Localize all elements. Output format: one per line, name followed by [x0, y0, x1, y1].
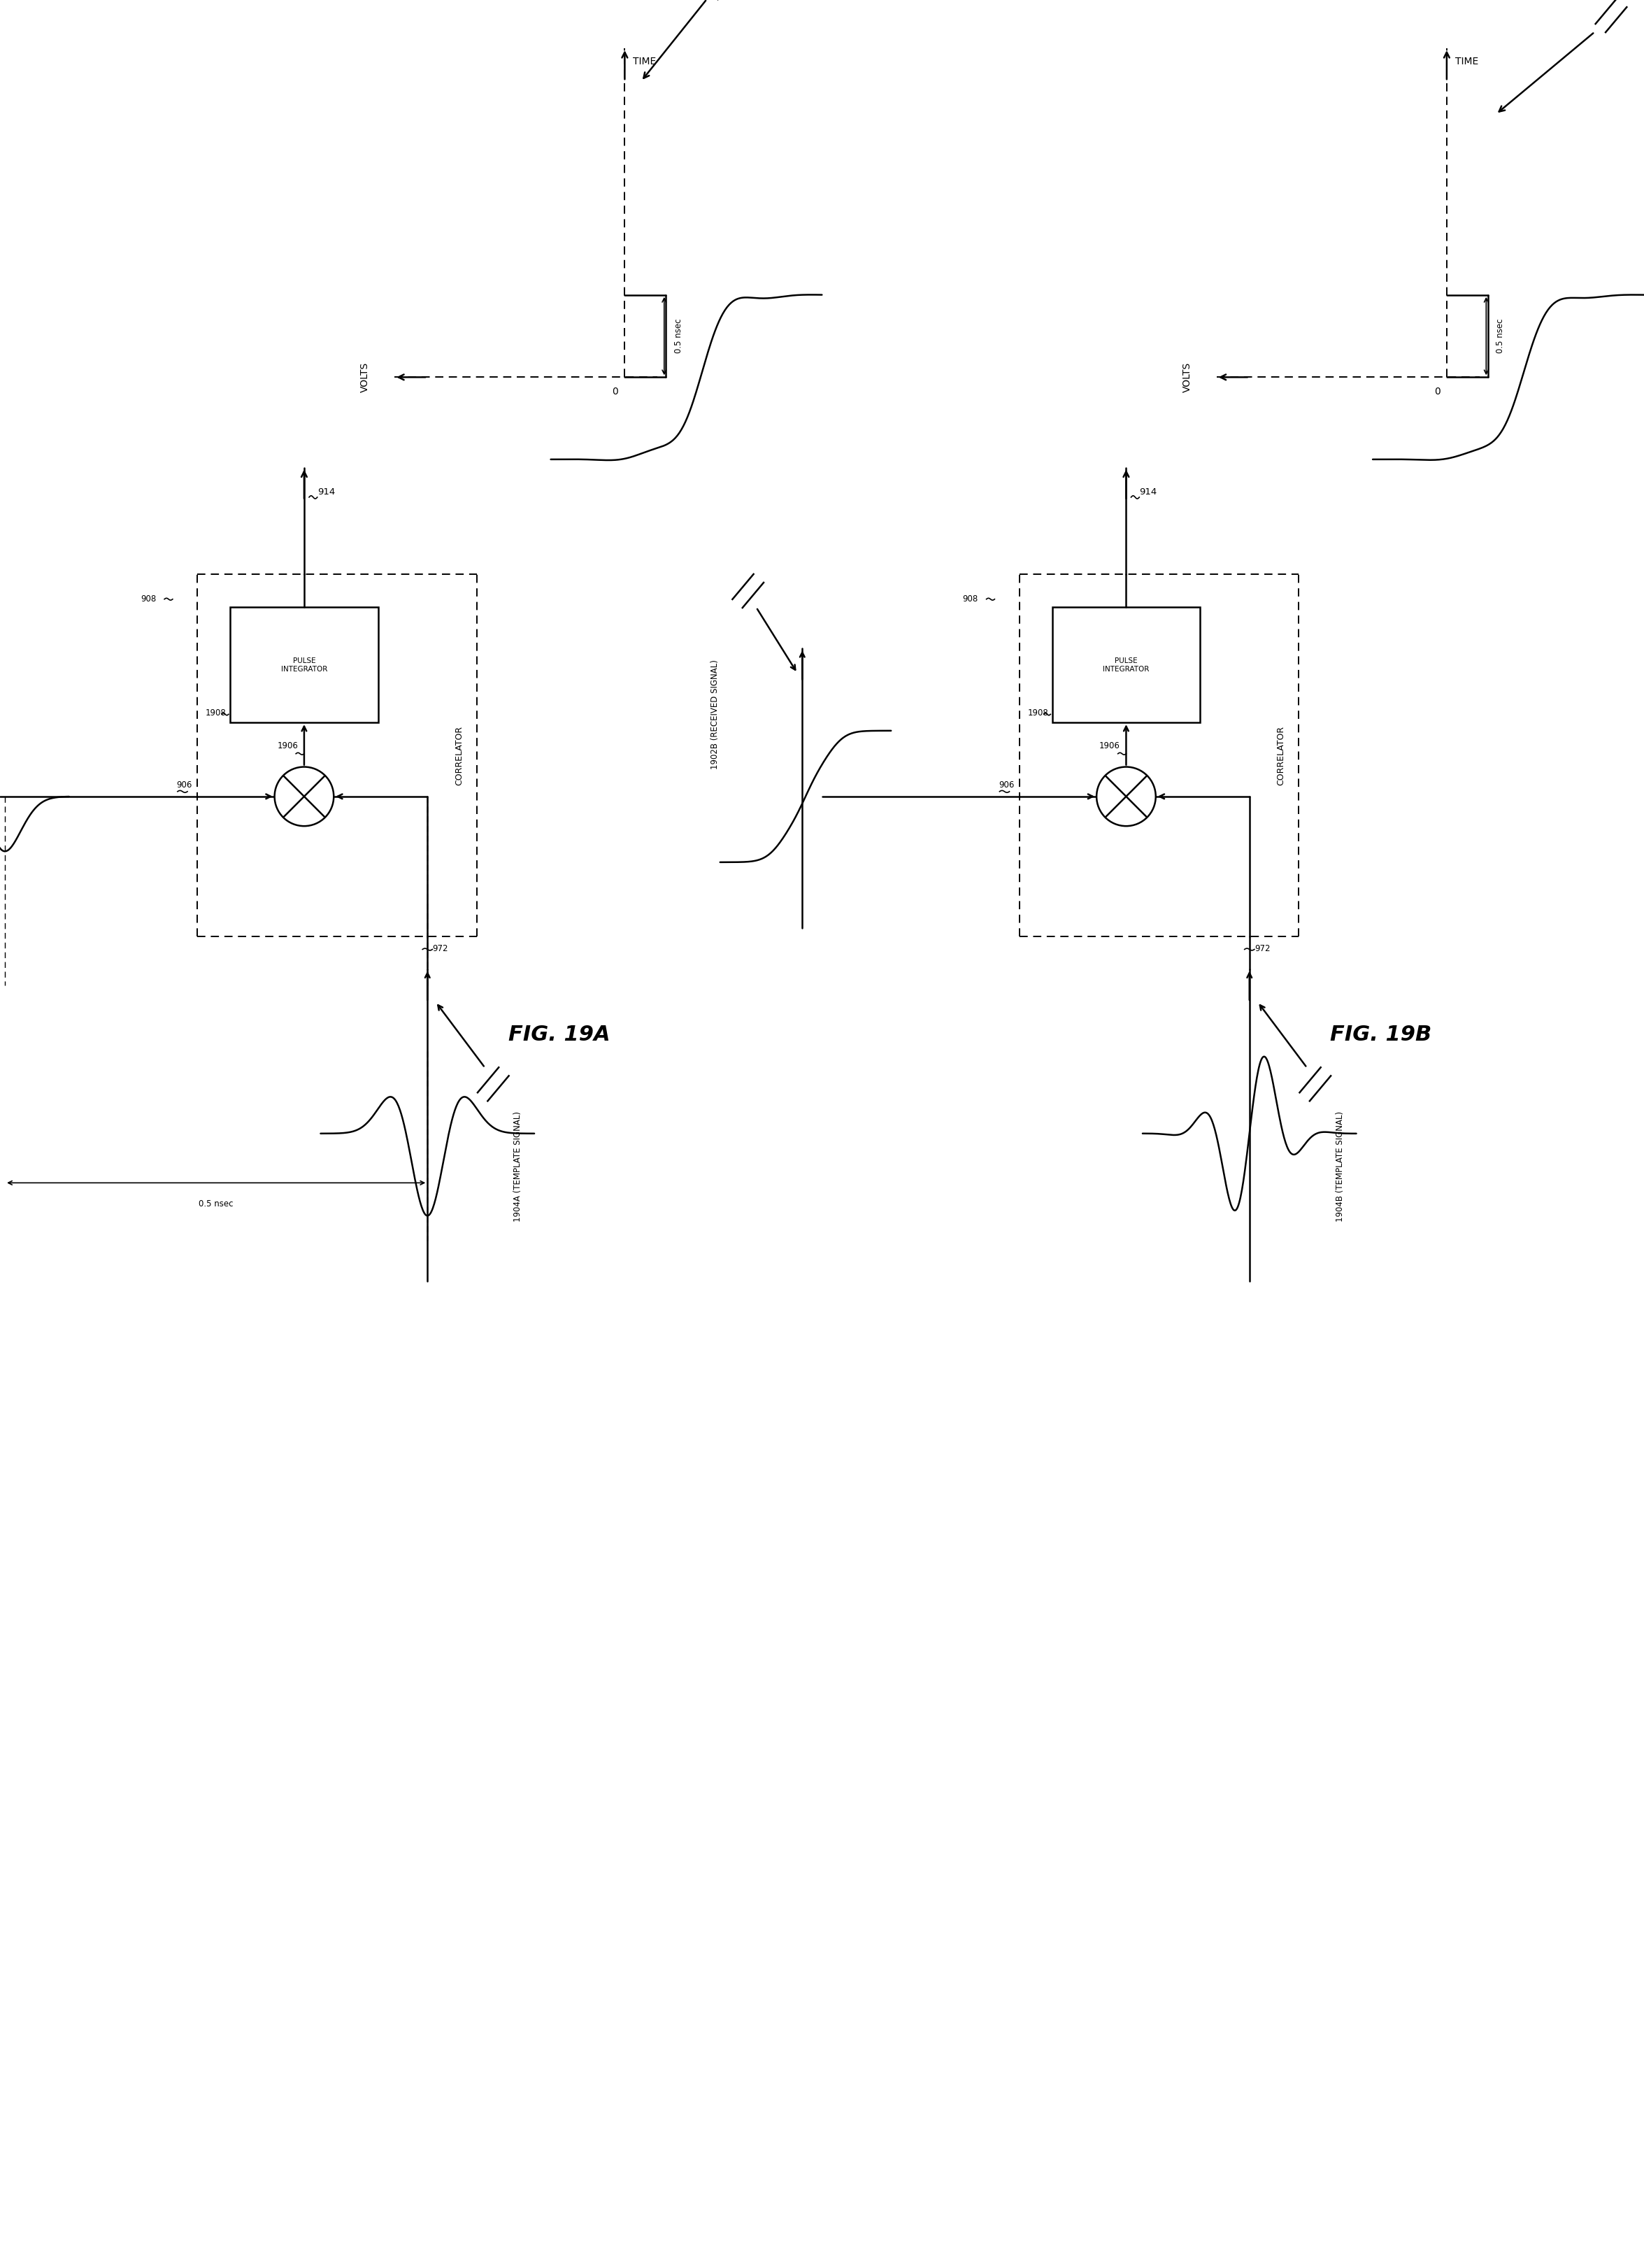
Bar [230, 608, 378, 723]
Circle shape [1097, 767, 1156, 826]
Text: 908: 908 [963, 594, 978, 603]
Text: 0.5 nsec: 0.5 nsec [674, 320, 684, 354]
Text: 0: 0 [1434, 388, 1440, 397]
Text: CORRELATOR: CORRELATOR [1276, 726, 1286, 785]
Text: 906: 906 [176, 780, 192, 789]
Text: TIME: TIME [1455, 57, 1478, 66]
Text: 0.5 nsec: 0.5 nsec [199, 1200, 233, 1209]
Text: 972: 972 [1254, 943, 1271, 953]
Text: 906: 906 [998, 780, 1014, 789]
Text: 1902B (RECEIVED SIGNAL): 1902B (RECEIVED SIGNAL) [710, 660, 720, 769]
Text: 1904A (TEMPLATE SIGNAL): 1904A (TEMPLATE SIGNAL) [513, 1111, 523, 1222]
Text: 1904B (TEMPLATE SIGNAL): 1904B (TEMPLATE SIGNAL) [1335, 1111, 1345, 1222]
Text: 1908: 1908 [1028, 708, 1049, 717]
Text: FIG. 19B: FIG. 19B [1330, 1025, 1432, 1046]
Text: 0: 0 [612, 388, 618, 397]
Text: 914: 914 [317, 488, 335, 497]
Text: FIG. 19A: FIG. 19A [508, 1025, 610, 1046]
Bar [1052, 608, 1200, 723]
Text: 0.5 nsec: 0.5 nsec [1496, 320, 1506, 354]
Circle shape [275, 767, 334, 826]
Text: PULSE
INTEGRATOR: PULSE INTEGRATOR [281, 658, 327, 674]
Text: VOLTS: VOLTS [360, 363, 370, 392]
Text: 1906: 1906 [278, 742, 298, 751]
Text: 908: 908 [141, 594, 156, 603]
Text: 1906: 1906 [1100, 742, 1120, 751]
Text: PULSE
INTEGRATOR: PULSE INTEGRATOR [1103, 658, 1149, 674]
Text: CORRELATOR: CORRELATOR [454, 726, 464, 785]
Text: 972: 972 [432, 943, 449, 953]
Text: 1908: 1908 [206, 708, 227, 717]
Text: VOLTS: VOLTS [1182, 363, 1192, 392]
Text: TIME: TIME [633, 57, 656, 66]
Text: 914: 914 [1139, 488, 1157, 497]
